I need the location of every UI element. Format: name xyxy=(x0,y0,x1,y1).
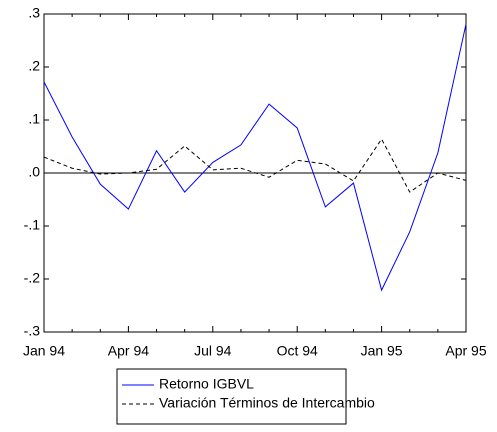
y-tick-label: -.2 xyxy=(24,270,41,286)
y-tick-label: -.3 xyxy=(24,323,41,339)
y-tick-label: .2 xyxy=(28,58,40,74)
x-tick-label: Apr 95 xyxy=(445,343,486,359)
y-tick-label: .3 xyxy=(28,5,40,21)
legend-label: Variación Términos de Intercambio xyxy=(159,395,375,411)
x-tick-label: Jan 94 xyxy=(23,343,65,359)
series-line xyxy=(43,23,467,292)
x-tick-label: Apr 94 xyxy=(108,343,149,359)
x-tick-label: Oct 94 xyxy=(277,343,318,359)
x-tick-label: Jan 95 xyxy=(361,343,403,359)
x-tick-label: Jul 94 xyxy=(194,343,232,359)
legend-box xyxy=(116,368,347,425)
legend-label: Retorno IGBVL xyxy=(159,376,254,392)
y-tick-label: -.1 xyxy=(24,217,41,233)
y-tick-label: .1 xyxy=(28,111,40,127)
series-line xyxy=(43,138,467,193)
y-tick-label: .0 xyxy=(28,164,40,180)
